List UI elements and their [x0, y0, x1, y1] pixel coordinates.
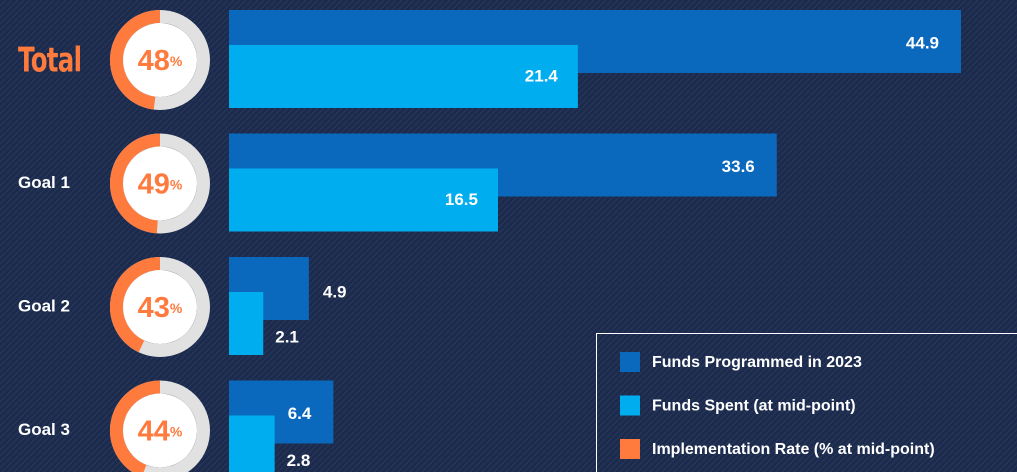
rate-unit: %	[170, 300, 183, 316]
value-label: 2.8	[287, 451, 311, 470]
value-label: 4.9	[323, 282, 347, 301]
rate-unit: %	[170, 53, 183, 69]
rate-unit: %	[170, 423, 183, 439]
legend-label: Funds Programmed in 2023	[652, 354, 862, 371]
rate-value: 44	[138, 415, 170, 447]
bar-spent	[229, 168, 498, 232]
donut-hole	[123, 270, 197, 344]
bar-spent	[229, 415, 275, 472]
value-label: 6.4	[288, 404, 312, 423]
category-label: Goal 3	[18, 420, 70, 439]
legend-label: Implementation Rate (% at mid-point)	[652, 441, 935, 458]
value-label: 16.5	[445, 190, 478, 209]
donut-arc	[110, 380, 161, 472]
rate-label: 43%	[138, 292, 183, 324]
rate-label: 49%	[138, 168, 183, 200]
rate-value: 48	[138, 45, 170, 77]
bar-spent	[229, 292, 264, 355]
donut-hole	[123, 393, 197, 468]
donut-hole	[123, 146, 197, 221]
rate-label: 48%	[138, 45, 183, 77]
legend-label: Funds Spent (at mid-point)	[652, 398, 856, 415]
donut-hole	[123, 23, 197, 97]
legend-swatch	[620, 395, 640, 416]
value-label: 21.4	[525, 66, 559, 85]
rate-value: 43	[138, 292, 170, 324]
category-label: Goal 2	[18, 296, 70, 315]
legend-box	[596, 333, 1017, 472]
bar-spent	[229, 45, 578, 108]
donut-arc	[110, 10, 161, 110]
category-label: Total	[18, 41, 81, 80]
value-label: 33.6	[722, 157, 755, 176]
value-label: 2.1	[275, 327, 299, 346]
value-label: 44.9	[906, 33, 939, 52]
donut-arc	[110, 257, 161, 353]
donut-arc	[110, 133, 161, 234]
rate-label: 44%	[138, 415, 183, 447]
legend-swatch	[620, 439, 640, 459]
rate-value: 49	[138, 168, 170, 200]
category-label: Goal 1	[18, 173, 70, 192]
rate-unit: %	[170, 176, 183, 192]
legend-swatch	[620, 352, 640, 372]
